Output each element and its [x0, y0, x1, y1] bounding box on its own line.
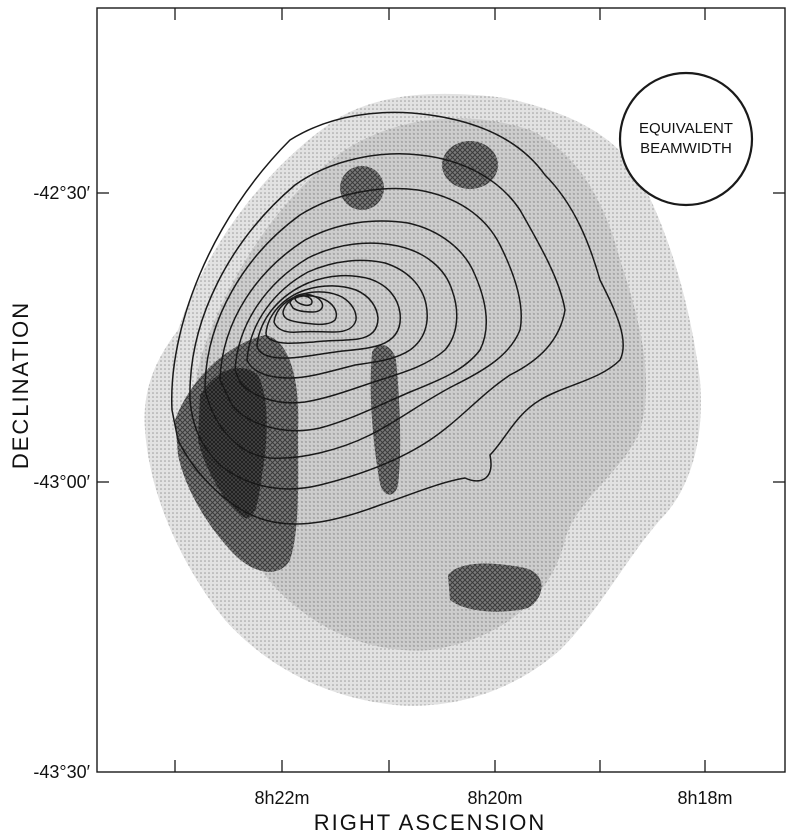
y-tick-label-4330: -43°30′	[33, 762, 90, 782]
contour-11	[289, 293, 324, 313]
x-tick-labels: 8h22m 8h20m 8h18m	[254, 788, 732, 808]
beamwidth-indicator: EQUIVALENT BEAMWIDTH	[618, 71, 754, 207]
contour-12	[294, 294, 313, 307]
x-tick-label-822: 8h22m	[254, 788, 309, 808]
beamwidth-circle	[618, 71, 754, 207]
contour-4	[219, 220, 488, 432]
contour-3	[204, 187, 523, 460]
dark-patch-ridge	[370, 345, 401, 495]
contour-5	[234, 242, 458, 404]
x-tick-label-820: 8h20m	[467, 788, 522, 808]
plot-frame	[96, 7, 786, 773]
contour-6	[246, 259, 428, 379]
y-tick-label-4230: -42°30′	[33, 183, 90, 203]
medium-emission-region	[190, 118, 647, 651]
beamwidth-label-line1: EQUIVALENT	[639, 120, 733, 137]
x-tick-label-818: 8h18m	[677, 788, 732, 808]
contour-8	[265, 285, 379, 344]
contour-lines	[171, 111, 624, 525]
contour-2	[189, 153, 566, 490]
y-axis-title: DECLINATION	[8, 301, 33, 469]
y-tick-labels: -42°30′ -43°00′ -43°30′	[33, 183, 90, 782]
y-tick-label-4300: -43°00′	[33, 472, 90, 492]
x-axis-title: RIGHT ASCENSION	[314, 810, 547, 835]
dark-patch-north-small	[340, 166, 384, 210]
dark-patch-south	[448, 563, 542, 612]
contour-7	[256, 274, 402, 359]
darkest-patch-west-core	[198, 367, 267, 519]
contour-1	[171, 111, 624, 525]
frame-ticks	[97, 8, 785, 772]
beamwidth-label-line2: BEAMWIDTH	[640, 140, 732, 157]
dark-patch-north-east	[442, 141, 498, 189]
